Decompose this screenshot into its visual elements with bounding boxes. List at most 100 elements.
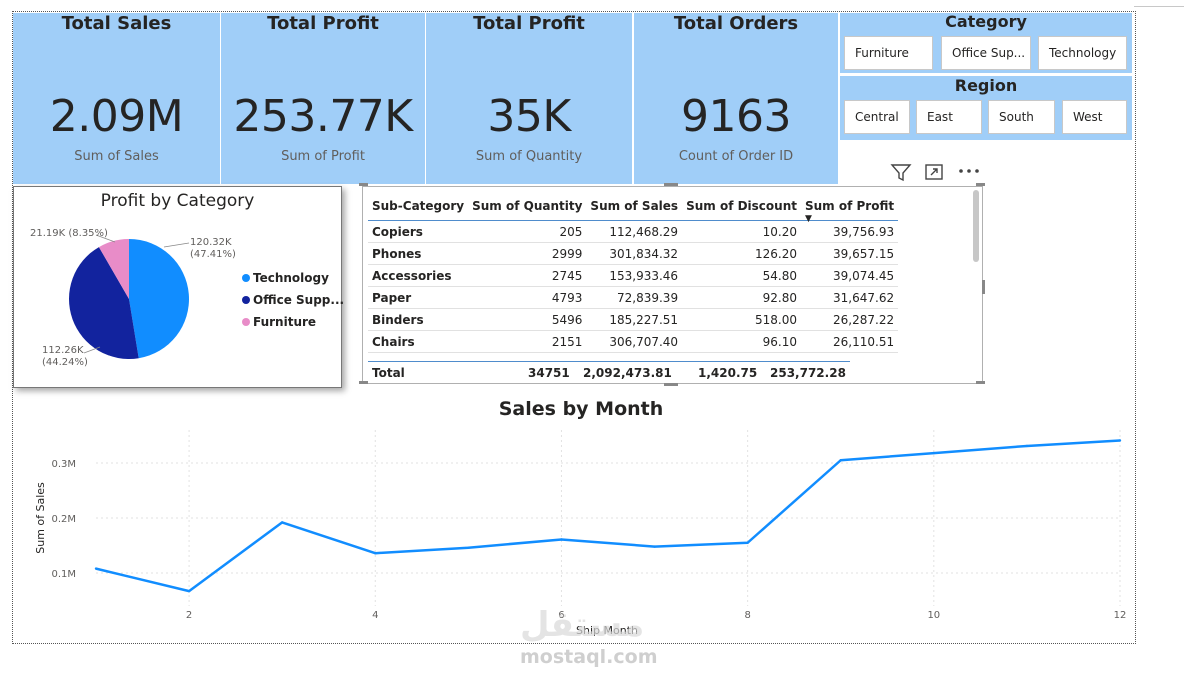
- total-label: Total: [372, 366, 405, 380]
- sales-data-point: [560, 538, 563, 541]
- table-row[interactable]: Binders 5496 185,227.51 518.00 26,287.22: [368, 308, 899, 331]
- resize-handle[interactable]: [976, 381, 985, 384]
- table-cell: 39,756.93: [800, 220, 899, 243]
- pie-slice-technology[interactable]: [129, 239, 190, 359]
- slicer-option-office-supplies[interactable]: Office Sup...: [941, 36, 1031, 70]
- more-options-icon[interactable]: [958, 168, 980, 174]
- resize-handle[interactable]: [359, 183, 368, 186]
- table-cell: 126.20: [682, 242, 801, 265]
- sales-data-point: [94, 567, 98, 570]
- slicer-option-east[interactable]: East: [916, 100, 982, 134]
- col-header-sales[interactable]: Sum of Sales: [586, 192, 683, 221]
- table-cell: Accessories: [368, 264, 469, 287]
- table-row[interactable]: Phones 2999 301,834.32 126.20 39,657.15: [368, 242, 899, 265]
- table-cell: Copiers: [368, 220, 469, 243]
- focus-mode-icon[interactable]: [924, 163, 944, 181]
- legend-item-technology[interactable]: Technology: [242, 271, 329, 285]
- x-tick-label: 6: [558, 610, 564, 621]
- table-row[interactable]: Accessories 2745 153,933.46 54.80 39,074.45: [368, 264, 899, 287]
- kpi-value: 35K: [487, 91, 571, 142]
- filter-icon[interactable]: [890, 162, 912, 182]
- table-row[interactable]: Chairs 2151 306,707.40 96.10 26,110.51: [368, 330, 899, 353]
- pie-slice-office-supp-[interactable]: [68, 247, 139, 359]
- table-total-row: Total 34751 2,092,473.81 1,420.75 253,77…: [368, 361, 850, 384]
- table-cell: 4793: [468, 286, 587, 309]
- pie-slice-furniture[interactable]: [98, 239, 129, 299]
- table-cell: 5496: [468, 308, 587, 331]
- slicer-option-west[interactable]: West: [1062, 100, 1127, 134]
- kpi-card-total-sales[interactable]: Total Sales 2.09M Sum of Sales: [13, 13, 220, 184]
- table-cell: 112,468.29: [586, 220, 683, 243]
- visual-header: [888, 160, 988, 186]
- slicer-option-technology[interactable]: Technology: [1038, 36, 1127, 70]
- sales-data-point: [280, 521, 284, 524]
- kpi-title: Total Sales: [61, 13, 172, 34]
- x-tick-label: 10: [927, 610, 940, 621]
- kpi-card-total-quantity[interactable]: Total Profit 35K Sum of Quantity: [426, 13, 632, 184]
- table-cell: 301,834.32: [586, 242, 683, 265]
- kpi-card-total-profit[interactable]: Total Profit 253.77K Sum of Profit: [221, 13, 425, 184]
- table-row[interactable]: Paper 4793 72,839.39 92.80 31,647.62: [368, 286, 899, 309]
- y-tick-label: 0.3M: [51, 459, 76, 470]
- kpi-card-total-orders[interactable]: Total Orders 9163 Count of Order ID: [634, 13, 838, 184]
- sales-data-point: [1025, 444, 1029, 448]
- sort-descending-icon[interactable]: ▼: [804, 214, 812, 224]
- slicer-option-furniture[interactable]: Furniture: [844, 36, 933, 70]
- legend-dot: [242, 318, 250, 326]
- slicer-option-central[interactable]: Central: [844, 100, 910, 134]
- col-header-discount[interactable]: Sum of Discount: [682, 192, 801, 221]
- table-cell: 205: [468, 220, 587, 243]
- region-slicer: Region Central East South West: [840, 76, 1132, 140]
- resize-handle[interactable]: [982, 280, 985, 294]
- table-visual[interactable]: Sub-Category Sum of Quantity Sum of Sale…: [359, 183, 985, 386]
- kpi-title: Total Orders: [673, 13, 799, 34]
- table-cell: 2151: [468, 330, 587, 353]
- kpi-value: 2.09M: [49, 91, 184, 142]
- slicer-title: Region: [954, 76, 1018, 95]
- report-canvas: [12, 11, 1136, 644]
- kpi-caption: Sum of Sales: [74, 149, 159, 164]
- table-cell: 26,110.51: [800, 330, 899, 353]
- line-chart-title: Sales by Month: [498, 398, 664, 420]
- table-header-row: Sub-Category Sum of Quantity Sum of Sale…: [368, 192, 899, 224]
- watermark-latin: mostaql.com: [520, 646, 658, 668]
- y-tick-label: 0.1M: [51, 569, 76, 580]
- vertical-scrollbar[interactable]: [973, 190, 979, 262]
- y-tick-label: 0.2M: [51, 514, 76, 525]
- table-cell: 185,227.51: [586, 308, 683, 331]
- table-cell: Binders: [368, 308, 469, 331]
- sales-data-point: [1118, 439, 1122, 442]
- resize-handle[interactable]: [664, 383, 678, 386]
- col-header-sub-category[interactable]: Sub-Category: [368, 192, 469, 221]
- table-cell: Chairs: [368, 330, 469, 353]
- table-cell: 2999: [468, 242, 587, 265]
- table-cell: 26,287.22: [800, 308, 899, 331]
- sales-data-point: [839, 459, 842, 462]
- sales-data-point: [746, 541, 749, 544]
- resize-handle[interactable]: [976, 183, 985, 186]
- pie-leader-line: [95, 234, 116, 243]
- sales-data-point: [932, 451, 936, 455]
- table-cell: 153,933.46: [586, 264, 683, 287]
- kpi-caption: Sum of Profit: [281, 149, 365, 164]
- table-cell: 96.10: [682, 330, 801, 353]
- x-tick-label: 12: [1114, 610, 1127, 621]
- kpi-title: Total Profit: [267, 13, 379, 34]
- resize-handle[interactable]: [359, 381, 368, 384]
- legend-item-office-supplies[interactable]: Office Supp...: [242, 293, 344, 307]
- legend-item-furniture[interactable]: Furniture: [242, 315, 316, 329]
- slicer-option-south[interactable]: South: [988, 100, 1055, 134]
- x-tick-label: 8: [744, 610, 750, 621]
- x-axis-title: Ship Month: [576, 624, 638, 637]
- legend-dot: [242, 296, 250, 304]
- pie-chart-card[interactable]: Profit by Category 120.32K (47.41%) 112.2…: [13, 186, 344, 388]
- col-header-quantity[interactable]: Sum of Quantity: [468, 192, 587, 221]
- pie-chart: [68, 234, 190, 359]
- watermark-arabic: مستقل: [520, 605, 645, 645]
- resize-handle[interactable]: [664, 183, 678, 186]
- table-row[interactable]: Copiers 205 112,468.29 10.20 39,756.93: [368, 220, 899, 243]
- sales-series-line: [95, 439, 1121, 593]
- data-table: Sub-Category Sum of Quantity Sum of Sale…: [368, 192, 899, 353]
- line-chart-card[interactable]: Sales by Month 0.1M 0.2M 0.3M 2 4 6 8 10 12 Ship …: [30, 396, 1132, 641]
- col-header-profit[interactable]: Sum of Profit ▼: [800, 192, 899, 224]
